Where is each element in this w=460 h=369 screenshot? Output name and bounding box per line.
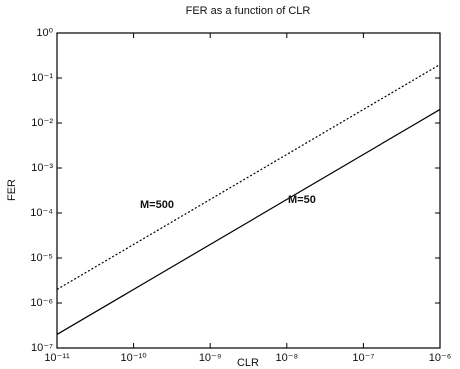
y-tick-label: 10⁻⁶ — [30, 297, 53, 309]
x-tick-label: 10⁻⁸ — [275, 352, 298, 364]
series-line — [56, 108, 441, 335]
y-axis-label: FER — [6, 179, 18, 201]
y-tick-label: 10⁰ — [36, 27, 53, 39]
series-line — [56, 63, 441, 290]
x-axis-label: CLR — [237, 357, 259, 369]
series-label: M=500 — [140, 199, 174, 211]
y-tick-label: 10⁻⁷ — [31, 342, 53, 354]
y-tick-label: 10⁻³ — [31, 162, 53, 174]
x-tick-label: 10⁻⁷ — [352, 352, 374, 364]
series-label: M=50 — [288, 194, 316, 206]
y-tick-label: 10⁻¹ — [31, 72, 53, 84]
y-tick-label: 10⁻⁵ — [30, 252, 53, 264]
plot-frame — [56, 32, 441, 349]
x-tick-label: 10⁻⁹ — [199, 352, 222, 364]
x-tick-label: 10⁻⁶ — [429, 352, 452, 364]
y-tick-label: 10⁻⁴ — [30, 207, 53, 219]
x-tick-label: 10⁻¹¹ — [44, 352, 70, 364]
x-tick-label: 10⁻¹⁰ — [121, 352, 148, 364]
y-tick-label: 10⁻² — [31, 117, 53, 129]
chart-title: FER as a function of CLR — [186, 5, 311, 17]
